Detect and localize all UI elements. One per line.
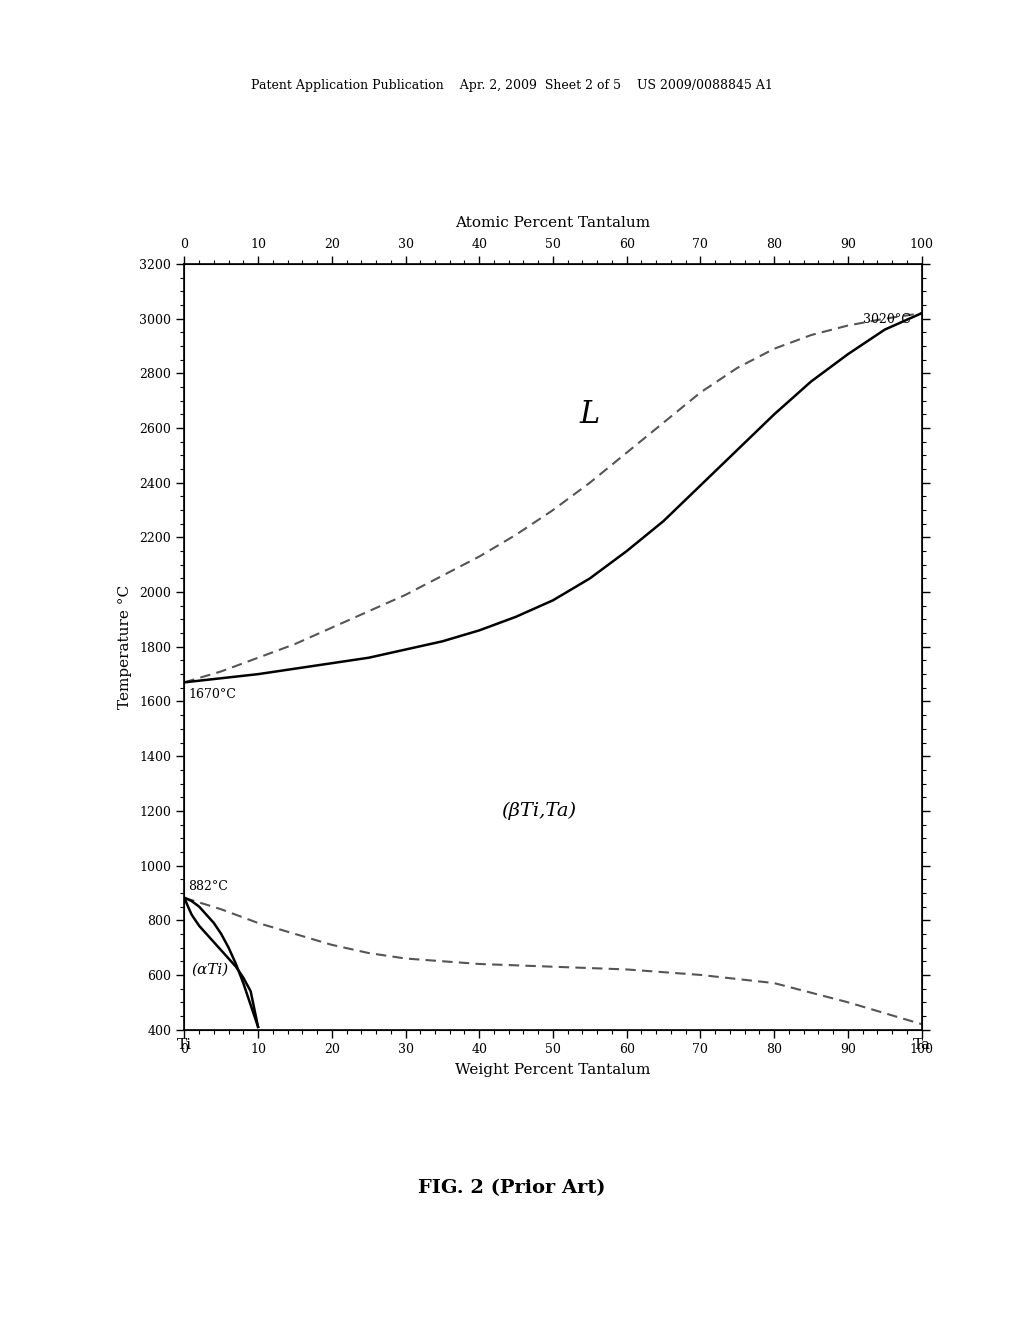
- Text: 3020°C: 3020°C: [862, 313, 910, 326]
- Text: (αTi): (αTi): [191, 962, 228, 977]
- Text: Ti: Ti: [177, 1038, 191, 1052]
- Text: 882°C: 882°C: [188, 880, 228, 892]
- Text: Ta: Ta: [912, 1038, 931, 1052]
- Y-axis label: Temperature °C: Temperature °C: [118, 585, 132, 709]
- Text: FIG. 2 (Prior Art): FIG. 2 (Prior Art): [418, 1179, 606, 1197]
- Text: Patent Application Publication    Apr. 2, 2009  Sheet 2 of 5    US 2009/0088845 : Patent Application Publication Apr. 2, 2…: [251, 79, 773, 92]
- Text: L: L: [580, 399, 600, 430]
- Text: 1670°C: 1670°C: [188, 688, 236, 701]
- Text: (βTi,Ta): (βTi,Ta): [501, 801, 575, 820]
- X-axis label: Weight Percent Tantalum: Weight Percent Tantalum: [456, 1063, 650, 1077]
- X-axis label: Atomic Percent Tantalum: Atomic Percent Tantalum: [456, 215, 650, 230]
